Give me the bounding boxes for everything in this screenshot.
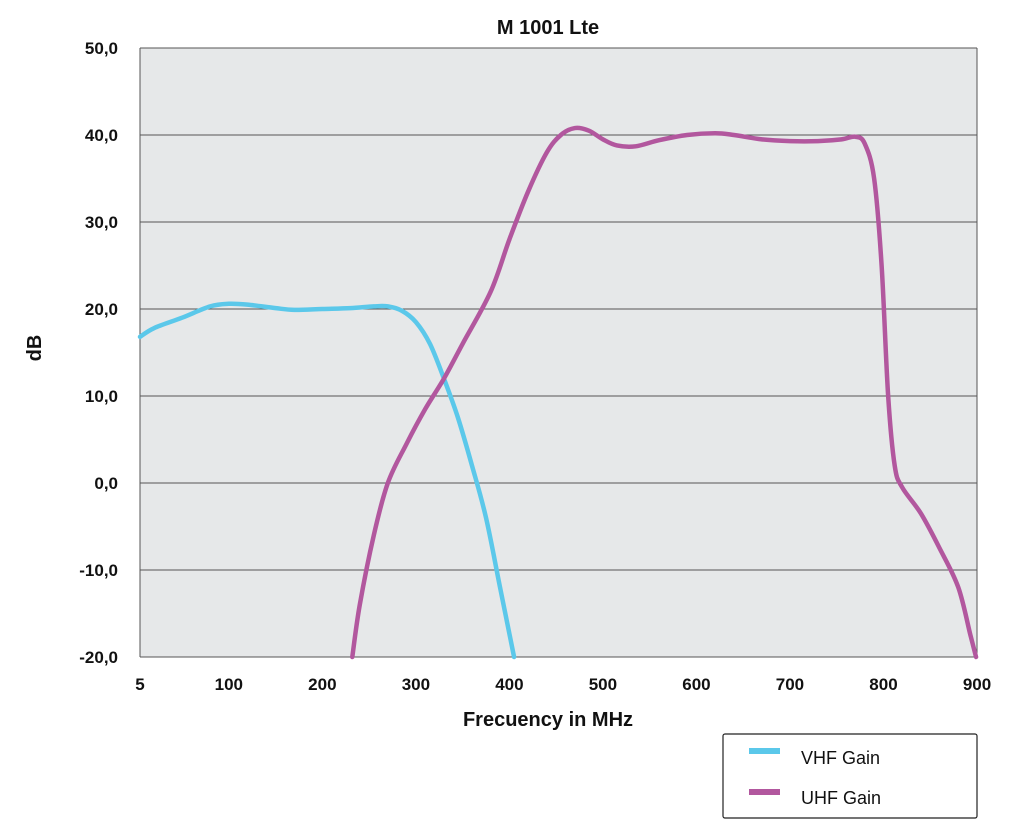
x-tick-label: 900 bbox=[963, 675, 991, 694]
y-tick-label: 10,0 bbox=[85, 387, 118, 406]
plot-area bbox=[140, 48, 977, 657]
y-tick-label: 30,0 bbox=[85, 213, 118, 232]
legend-label-vhf: VHF Gain bbox=[801, 748, 880, 768]
x-tick-label: 700 bbox=[776, 675, 804, 694]
series-lines bbox=[137, 125, 979, 660]
y-tick-label: -10,0 bbox=[79, 561, 118, 580]
y-axis-label: dB bbox=[24, 335, 46, 362]
x-tick-label: 100 bbox=[215, 675, 243, 694]
x-tick-label: 400 bbox=[495, 675, 523, 694]
y-tick-label: 50,0 bbox=[85, 39, 118, 58]
x-tick-label: 600 bbox=[682, 675, 710, 694]
grid-lines bbox=[139, 47, 978, 658]
legend-box bbox=[722, 733, 978, 819]
series-line-vhf bbox=[137, 301, 517, 660]
x-tick-label: 200 bbox=[308, 675, 336, 694]
x-axis-ticks: 5 100 200 300 400 500 600 700 800 900 bbox=[135, 675, 991, 694]
y-tick-label: 20,0 bbox=[85, 300, 118, 319]
y-axis-ticks: -20,0 -10,0 0,0 10,0 20,0 30,0 40,0 50,0 bbox=[79, 39, 118, 667]
x-tick-label: 300 bbox=[402, 675, 430, 694]
x-axis-label: Frecuency in MHz bbox=[463, 709, 633, 731]
y-tick-label: 40,0 bbox=[85, 126, 118, 145]
series-line-uhf bbox=[350, 125, 979, 660]
y-tick-label: 0,0 bbox=[94, 474, 118, 493]
chart-title: M 1001 Lte bbox=[497, 17, 599, 39]
x-tick-label: 500 bbox=[589, 675, 617, 694]
y-tick-label: -20,0 bbox=[79, 648, 118, 667]
legend: VHF Gain UHF Gain bbox=[722, 733, 978, 819]
x-tick-label: 800 bbox=[869, 675, 897, 694]
x-tick-label: 5 bbox=[135, 675, 144, 694]
legend-label-uhf: UHF Gain bbox=[801, 788, 881, 808]
